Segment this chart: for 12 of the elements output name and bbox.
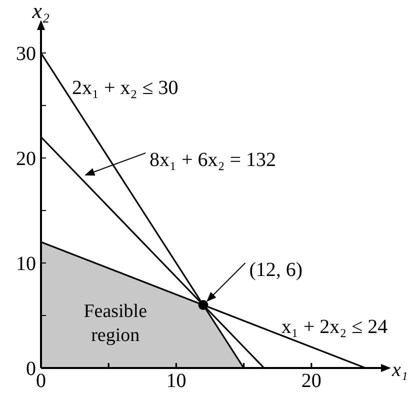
annotation: (12, 6) xyxy=(249,259,303,281)
y-tick-label: 10 xyxy=(16,253,36,276)
annotation: 2x₁ + x₂ ≤ 30 xyxy=(72,77,178,99)
x-axis-title: x₁ xyxy=(391,359,408,381)
annotation: x₁ + 2x₂ ≤ 24 xyxy=(281,316,388,338)
annotation: 8x₁ + 6x₂ = 132 xyxy=(150,149,276,171)
y-axis-title: x₂ xyxy=(31,0,50,23)
y-tick-label: 20 xyxy=(16,148,36,170)
x-tick-label: 20 xyxy=(301,370,322,392)
y-tick-label: 30 xyxy=(16,43,36,66)
x-tick-label: 10 xyxy=(166,370,186,392)
annotation: Feasible region xyxy=(84,300,148,346)
